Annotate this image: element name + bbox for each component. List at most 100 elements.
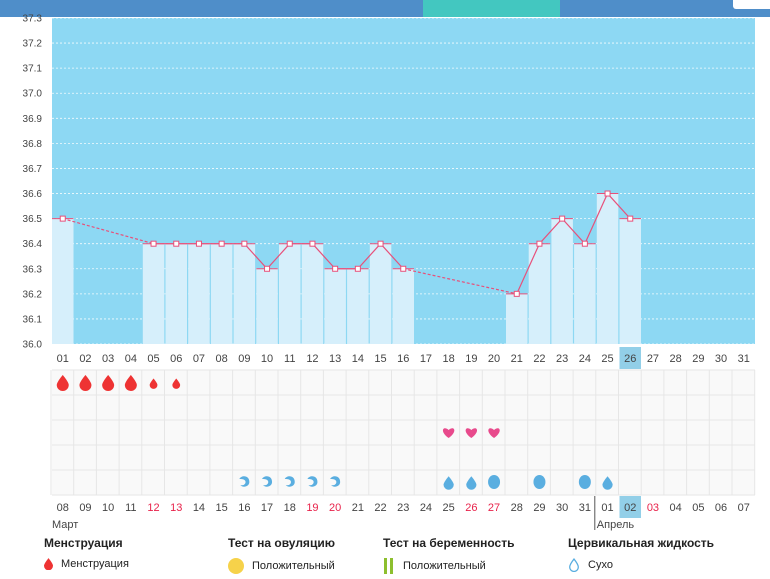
temperature-bar <box>506 293 528 344</box>
cycle-day-label: 02 <box>79 353 91 365</box>
fluid-drop-icon <box>602 476 613 490</box>
menstruation-drop-icon <box>149 378 158 389</box>
date-label: 15 <box>216 502 228 514</box>
cycle-day-label: 12 <box>306 353 318 365</box>
date-label: 30 <box>556 502 568 514</box>
fluid-swirl-icon <box>262 476 273 487</box>
date-label: 23 <box>397 502 409 514</box>
cycle-day-label: 17 <box>420 353 432 365</box>
y-tick-label: 36.8 <box>23 139 43 150</box>
date-label: 14 <box>193 502 205 514</box>
date-label: 03 <box>647 502 659 514</box>
fluid-swirl-icon <box>239 476 250 487</box>
active-tab[interactable] <box>423 0 560 17</box>
month-label: Март <box>52 519 78 531</box>
temperature-point <box>173 240 180 247</box>
search-box[interactable] <box>733 0 770 9</box>
temperature-point <box>286 240 293 247</box>
temperature-bar <box>256 268 278 344</box>
temperature-point <box>513 290 520 297</box>
legend-menstruation: Менструация Менструация <box>44 536 129 575</box>
temperature-point <box>604 190 611 197</box>
legend-pregnancy-test: Тест на беременность Положительный <box>383 536 514 579</box>
ovulation-heart-icon <box>488 428 500 438</box>
temperature-line-segment <box>266 243 291 270</box>
cycle-day-label: 04 <box>125 353 137 365</box>
temperature-bar <box>142 243 165 344</box>
fluid-drop-icon <box>466 476 477 490</box>
temperature-line-segment <box>62 218 154 245</box>
legend-menstruation-title: Менструация <box>44 536 123 550</box>
fluid-swirl-icon <box>307 476 318 487</box>
y-tick-label: 37.3 <box>23 14 43 25</box>
temperature-bar <box>574 243 596 344</box>
cycle-day-label: 03 <box>102 353 114 365</box>
cycle-day-label: 23 <box>556 353 568 365</box>
cycle-day-label: 15 <box>374 353 386 365</box>
legend-ovulation-item: Положительный <box>228 558 335 574</box>
temperature-line-segment <box>380 243 404 270</box>
legend-menstruation-label: Менструация <box>61 558 129 570</box>
cycle-day-label: 26 <box>624 353 636 365</box>
cycle-day-label: 18 <box>443 353 455 365</box>
temperature-bar <box>233 243 256 344</box>
y-tick-label: 36.9 <box>23 114 43 125</box>
legend-pregnancy-label: Положительный <box>403 560 486 572</box>
temperature-bar <box>347 268 369 344</box>
menstruation-drop-icon <box>56 375 69 392</box>
cycle-day-label: 16 <box>397 353 409 365</box>
cycle-day-label: 27 <box>647 353 659 365</box>
date-label: 09 <box>79 502 91 514</box>
cycle-day-label: 24 <box>579 353 591 365</box>
temperature-bar <box>188 243 210 344</box>
date-label: 13 <box>170 502 182 514</box>
circle-icon <box>228 558 244 574</box>
temperature-bar <box>369 243 392 344</box>
legend-ovulation-test: Тест на овуляцию Положительный <box>228 536 335 579</box>
date-label: 16 <box>238 502 250 514</box>
top-navigation-bar <box>0 0 770 17</box>
fluid-swirl-icon <box>284 476 295 487</box>
drop-icon <box>44 558 53 570</box>
y-tick-label: 36.7 <box>23 164 43 175</box>
cycle-day-label: 01 <box>57 353 69 365</box>
temperature-line-segment <box>539 218 563 245</box>
fluid-round-icon <box>533 475 546 489</box>
temperature-line-segment <box>561 218 586 245</box>
cycle-day-label: 29 <box>692 353 704 365</box>
temperature-point <box>627 215 634 222</box>
current-day-highlight <box>619 347 641 369</box>
legend-ovulation-title: Тест на овуляцию <box>228 536 335 550</box>
legend-ovulation-label: Положительный <box>252 560 335 572</box>
cycle-day-label: 19 <box>465 353 477 365</box>
menstruation-drop-icon <box>124 375 137 391</box>
date-label: 10 <box>102 502 114 514</box>
temperature-point <box>332 265 339 272</box>
cycle-day-label: 25 <box>601 353 613 365</box>
cycle-day-label: 07 <box>193 353 205 365</box>
menstruation-drop-icon <box>79 375 92 392</box>
date-label: 20 <box>329 502 341 514</box>
cycle-day-label: 13 <box>329 353 341 365</box>
legend-fluid-item: Сухо <box>568 558 613 572</box>
date-label: 01 <box>601 502 613 514</box>
temperature-bar <box>551 218 573 344</box>
temperature-line-segment <box>403 268 517 295</box>
date-label: 05 <box>692 502 704 514</box>
date-label: 26 <box>465 502 477 514</box>
temperature-point <box>264 265 271 272</box>
temperature-line-segment <box>584 193 609 244</box>
cycle-day-label: 05 <box>147 353 159 365</box>
temperature-line-segment <box>607 193 631 220</box>
drop-outline-icon <box>569 558 579 572</box>
y-tick-label: 36.6 <box>23 189 43 200</box>
menstruation-drop-icon <box>172 378 181 389</box>
cycle-day-label: 31 <box>738 353 750 365</box>
fluid-swirl-icon <box>330 476 341 487</box>
temperature-line-segment <box>312 243 336 270</box>
fluid-round-icon <box>488 475 501 489</box>
temperature-point <box>59 215 66 222</box>
y-tick-label: 36.3 <box>23 264 43 275</box>
temperature-bar <box>279 243 301 344</box>
temperature-point <box>354 265 361 272</box>
